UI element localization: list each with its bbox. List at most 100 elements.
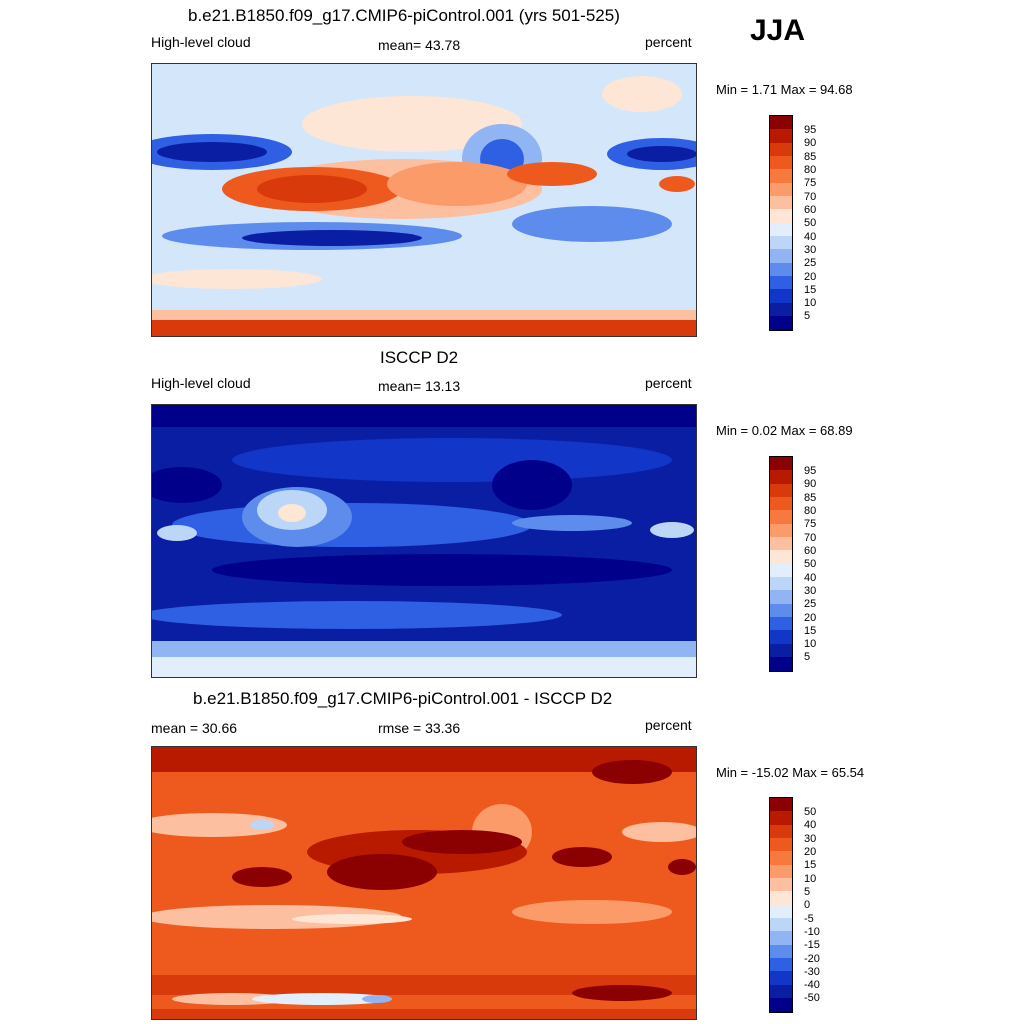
panel1-swatch [770, 129, 792, 143]
panel2-tick: 15 [804, 625, 817, 637]
panel2-tick: 20 [804, 612, 817, 624]
panel1-left-label: High-level cloud [151, 34, 251, 50]
panel1-swatch [770, 196, 792, 210]
panel1-swatch [770, 316, 792, 330]
panel3-indian-core [232, 867, 292, 887]
panel3-swatch [770, 944, 792, 959]
panel3-swatch [770, 838, 792, 852]
panel1-tick: 85 [804, 151, 817, 163]
panel3-swatch [770, 918, 792, 932]
panel3-colorbar [769, 797, 793, 1013]
panel1-swatch [770, 156, 792, 170]
panel2-tick: 5 [804, 651, 811, 663]
panel2-antarctic-core [152, 657, 696, 677]
panel3-south-pacific-region [512, 900, 672, 924]
panel1-tick: 10 [804, 297, 817, 309]
panel2-tick: 85 [804, 492, 817, 504]
panel3-africa-core [668, 859, 696, 875]
panel1-south-pacific-region [512, 206, 672, 242]
panel2-south-subtropics [212, 554, 672, 586]
panel2-africa-region [157, 525, 197, 541]
panel3-caribbean-core [552, 847, 612, 867]
panel2-swatch [770, 657, 792, 671]
panel1-tick: 70 [804, 191, 817, 203]
panel1-tick: 20 [804, 271, 817, 283]
panel2-swatch [770, 483, 792, 498]
panel3-antarctic-negative [252, 993, 392, 1005]
panel3-tick: -15 [804, 939, 820, 951]
panel1-tick: 60 [804, 204, 817, 216]
panel3-east-atlantic-region [622, 822, 696, 842]
panel1-west-pacific-region [387, 162, 527, 206]
panel2-left-label: High-level cloud [151, 375, 251, 391]
panel1-central-america-region [507, 162, 597, 186]
panel3-rmse-label: rmse = 33.36 [378, 720, 461, 736]
panel1-minmax: Min = 1.71 Max = 94.68 [716, 82, 853, 97]
panel1-swatch [770, 276, 792, 290]
panel2-tick: 75 [804, 518, 817, 530]
panel2-swatch [770, 510, 792, 524]
panel2-east-pacific-itcz [512, 515, 632, 531]
panel3-tick: 50 [804, 806, 817, 818]
panel2-map [151, 404, 697, 678]
panel2-south-ocean-region [152, 601, 562, 629]
panel2-monsoon-core [278, 504, 306, 522]
panel2-swatch [770, 563, 792, 578]
panel2-swatch [770, 577, 792, 591]
panel3-swatch [770, 824, 792, 839]
panel2-tick: 25 [804, 598, 817, 610]
panel2-swatch [770, 537, 792, 551]
panel3-units-label: percent [645, 717, 692, 733]
panel2-swatch [770, 617, 792, 631]
panel3-tick: 0 [804, 899, 811, 911]
panel3-antarctic-core [572, 985, 672, 1001]
panel2-swatch [770, 643, 792, 658]
panel1-south-indian-core [242, 230, 422, 246]
panel2-itcz-outer [172, 503, 532, 547]
panel2-arctic-region [152, 405, 696, 427]
panel3-tick: -30 [804, 966, 820, 978]
panel3-swatch [770, 958, 792, 972]
panel3-tick: -50 [804, 992, 820, 1004]
season-label: JJA [750, 14, 806, 47]
panel2-west-africa-region [650, 522, 694, 538]
panel1-monsoon-core [257, 175, 367, 203]
panel3-title: b.e21.B1850.f09_g17.CMIP6-piControl.001 … [193, 689, 613, 708]
panel2-tick: 80 [804, 505, 817, 517]
panel3-tick: 30 [804, 833, 817, 845]
panel3-swatch [770, 851, 792, 865]
panel3-swatch [770, 811, 792, 825]
panel3-tick: 5 [804, 886, 811, 898]
panel3-mean-label: mean = 30.66 [151, 720, 238, 736]
panel3-swatch [770, 904, 792, 919]
panel3-minmax: Min = -15.02 Max = 65.54 [716, 765, 865, 780]
panel1-tick: 25 [804, 257, 817, 269]
panel1-tick: 90 [804, 137, 817, 149]
panel2-tick: 90 [804, 478, 817, 490]
panel3-atlantic-negative [250, 820, 274, 830]
panel2-title: ISCCP D2 [380, 348, 459, 367]
panel2-tick: 30 [804, 585, 817, 597]
panel1-swatch [770, 249, 792, 263]
panel3-swatch [770, 984, 792, 999]
panel2-swatch [770, 470, 792, 484]
panel3-south-ocean-region [152, 975, 696, 995]
panel2-tick: 50 [804, 558, 817, 570]
panel3-antarctic-negative-core [362, 995, 392, 1003]
panel2-swatch [770, 550, 792, 564]
panel2-minmax: Min = 0.02 Max = 68.89 [716, 423, 853, 438]
panel1-africa-region [659, 176, 695, 192]
panel2-tick: 10 [804, 638, 817, 650]
panel1-swatch [770, 222, 792, 237]
panel1-tick: 80 [804, 164, 817, 176]
panel3-south-indian-core [292, 914, 412, 924]
panel1-swatch [770, 236, 792, 250]
panel3-tick: -5 [804, 913, 814, 925]
panel3-swatch [770, 891, 792, 905]
panel1-asia-north-region [302, 96, 522, 152]
panel1-swatch [770, 116, 792, 130]
panel3-swatch [770, 931, 792, 945]
panel2-swatch [770, 590, 792, 604]
panel3-atlantic-region [152, 813, 287, 837]
panel1-south-ocean-region [152, 269, 322, 289]
